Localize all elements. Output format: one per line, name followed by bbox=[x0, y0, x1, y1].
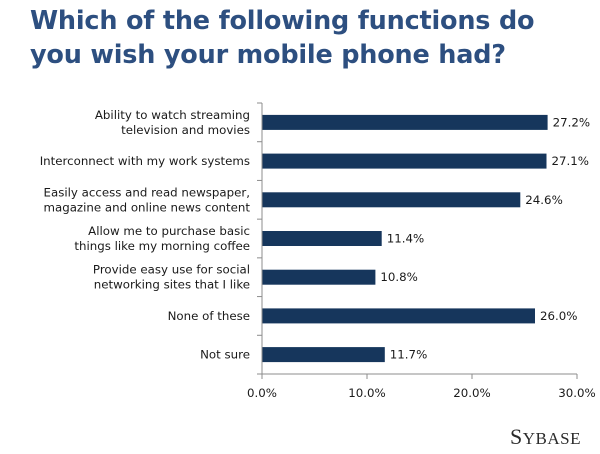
sybase-logo: SYBASE bbox=[510, 424, 581, 449]
data-label: 27.2% bbox=[553, 115, 590, 129]
labels-group: 27.2% Ability to watch streamingtelevisio… bbox=[40, 108, 596, 400]
data-label: 27.1% bbox=[552, 154, 589, 168]
category-label: things like my morning coffee bbox=[74, 239, 250, 253]
x-tick-label: 20.0% bbox=[453, 386, 490, 400]
bar bbox=[262, 269, 376, 285]
axes-group bbox=[257, 102, 578, 379]
bar bbox=[262, 308, 535, 324]
category-label: Not sure bbox=[200, 348, 250, 362]
bar bbox=[262, 231, 382, 246]
category-label: television and movies bbox=[121, 123, 250, 137]
x-tick-label: 30.0% bbox=[558, 386, 595, 400]
bar bbox=[262, 347, 385, 363]
data-label: 11.4% bbox=[387, 232, 424, 246]
bar bbox=[262, 114, 548, 130]
bars-group bbox=[262, 114, 548, 363]
category-label: magazine and online news content bbox=[43, 200, 250, 214]
category-label: Interconnect with my work systems bbox=[40, 154, 250, 168]
data-label: 24.6% bbox=[525, 193, 562, 207]
category-label: None of these bbox=[168, 309, 250, 323]
category-label: Ability to watch streaming bbox=[95, 108, 250, 122]
category-label: Provide easy use for social bbox=[93, 263, 250, 277]
data-label: 11.7% bbox=[390, 348, 427, 362]
bar bbox=[262, 153, 547, 169]
category-label: networking sites that I like bbox=[94, 278, 250, 292]
chart-title: Which of the following functions do you … bbox=[30, 6, 535, 70]
bar bbox=[262, 192, 521, 208]
data-label: 26.0% bbox=[540, 309, 577, 323]
x-tick-label: 0.0% bbox=[247, 386, 277, 400]
data-label: 10.8% bbox=[380, 270, 417, 284]
category-label: Allow me to purchase basic bbox=[88, 224, 250, 238]
category-label: Easily access and read newspaper, bbox=[44, 185, 250, 199]
x-tick-label: 10.0% bbox=[348, 386, 385, 400]
